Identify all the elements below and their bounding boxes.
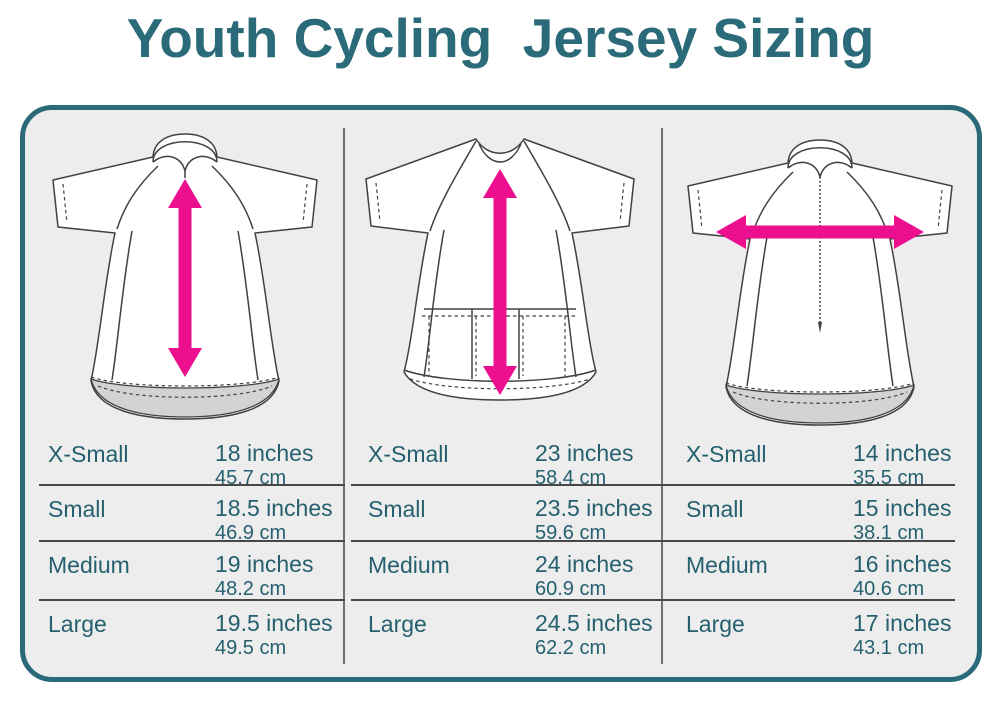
size-label: X-Small	[368, 441, 449, 467]
row-divider	[663, 599, 955, 601]
zipper-pull	[818, 322, 822, 333]
measurement: 23 inches 58.4 cm	[535, 440, 634, 490]
measurement: 16 inches 40.6 cm	[853, 551, 952, 601]
sizing-panel: X-Small 18 inches 45.7 cm Small 18.5 inc…	[20, 105, 982, 682]
size-label: Large	[368, 611, 427, 637]
row-divider	[351, 484, 663, 486]
size-label: X-Small	[686, 441, 767, 467]
measurement: 19 inches 48.2 cm	[215, 551, 314, 601]
jersey-back-length-diagram	[365, 138, 635, 401]
table-row: Large 17 inches 43.1 cm	[663, 599, 977, 673]
measurement: 18 inches 45.7 cm	[215, 440, 314, 490]
row-divider	[663, 484, 955, 486]
measurement: 24 inches 60.9 cm	[535, 551, 634, 601]
table-row: X-Small 14 inches 35.5 cm	[663, 430, 977, 490]
row-divider	[351, 599, 663, 601]
jersey-chest-width-diagram	[687, 139, 953, 426]
column-divider-2	[661, 128, 663, 664]
size-label: Large	[48, 611, 107, 637]
table-row: Medium 16 inches 40.6 cm	[663, 540, 977, 601]
chest-width-arrow	[716, 215, 924, 249]
page-title: Youth Cycling Jersey Sizing	[126, 7, 875, 69]
row-divider	[351, 540, 663, 542]
size-label: Medium	[368, 552, 450, 578]
table-row: Large 19.5 inches 49.5 cm	[25, 599, 345, 673]
size-label: Large	[686, 611, 745, 637]
jersey-front-length-diagram	[52, 133, 318, 420]
size-label: Small	[368, 496, 426, 522]
measurement: 24.5 inches 62.2 cm	[535, 610, 653, 660]
measurement: 15 inches 38.1 cm	[853, 495, 952, 545]
row-divider	[663, 540, 955, 542]
back-length-arrow	[483, 169, 517, 395]
row-divider	[39, 599, 345, 601]
table-row: Small 23.5 inches 59.6 cm	[345, 484, 663, 544]
measurement: 14 inches 35.5 cm	[853, 440, 952, 490]
size-label: Medium	[48, 552, 130, 578]
table-row: X-Small 18 inches 45.7 cm	[25, 430, 345, 490]
table-row: X-Small 23 inches 58.4 cm	[345, 430, 663, 490]
table-row: Medium 19 inches 48.2 cm	[25, 540, 345, 601]
size-label: Medium	[686, 552, 768, 578]
measurement: 17 inches 43.1 cm	[853, 610, 952, 660]
size-label: Small	[686, 496, 744, 522]
table-row: Small 18.5 inches 46.9 cm	[25, 484, 345, 544]
chest-width-table: X-Small 14 inches 35.5 cm Small 15 inche…	[663, 430, 977, 677]
measurement: 23.5 inches 59.6 cm	[535, 495, 653, 545]
sizing-tables: X-Small 18 inches 45.7 cm Small 18.5 inc…	[25, 430, 977, 677]
row-divider	[39, 484, 345, 486]
back-length-table: X-Small 23 inches 58.4 cm Small 23.5 inc…	[345, 430, 663, 677]
measurement: 19.5 inches 49.5 cm	[215, 610, 333, 660]
table-row: Small 15 inches 38.1 cm	[663, 484, 977, 544]
table-row: Large 24.5 inches 62.2 cm	[345, 599, 663, 673]
column-divider-1	[343, 128, 345, 664]
row-divider	[39, 540, 345, 542]
front-length-arrow	[168, 179, 202, 377]
size-label: X-Small	[48, 441, 129, 467]
table-row: Medium 24 inches 60.9 cm	[345, 540, 663, 601]
measurement: 18.5 inches 46.9 cm	[215, 495, 333, 545]
size-label: Small	[48, 496, 106, 522]
front-length-table: X-Small 18 inches 45.7 cm Small 18.5 inc…	[25, 430, 345, 677]
